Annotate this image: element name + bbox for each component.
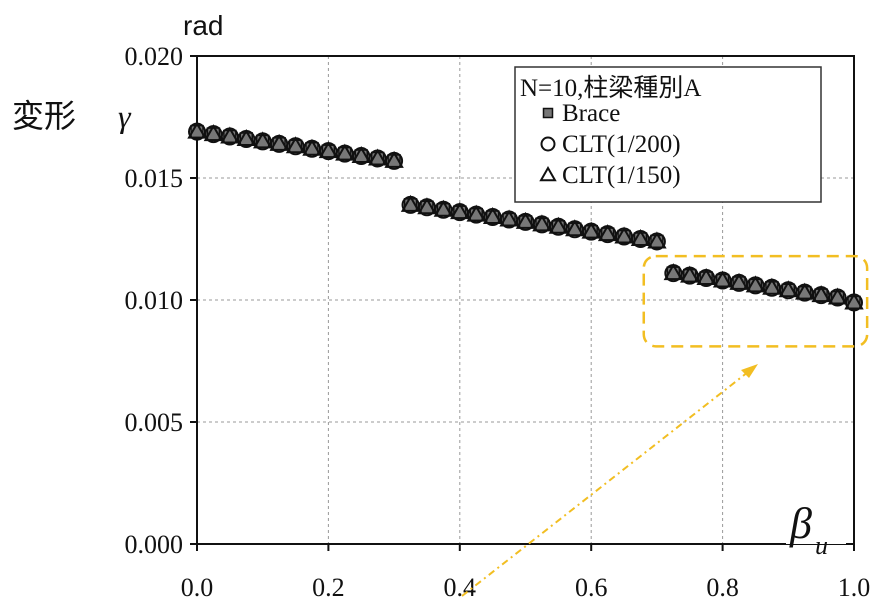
data-point-triangle: [548, 216, 569, 234]
x-tick-label: 0.6: [575, 573, 608, 602]
data-point-triangle: [827, 287, 848, 305]
legend: N=10,柱梁種別A Brace CLT(1/200) CLT(1/150): [514, 66, 822, 203]
data-point-triangle: [318, 141, 339, 159]
data-point-triangle: [203, 124, 224, 142]
data-point-triangle: [285, 136, 306, 154]
data-point-triangle: [269, 133, 289, 151]
x-tick-label: 0.0: [181, 573, 214, 602]
legend-items: Brace CLT(1/200) CLT(1/150): [539, 100, 681, 189]
x-axis-subscript: u: [815, 531, 828, 560]
data-point-triangle: [811, 285, 831, 303]
x-tick-label: 0.2: [312, 573, 345, 602]
legend-item: Brace: [542, 100, 620, 127]
y-tick-labels: 0.000 0.005 0.010 0.015 0.020: [125, 42, 197, 559]
data-point-triangle: [433, 199, 454, 217]
legend-item: CLT(1/150): [539, 162, 681, 189]
annotation-arrow: [461, 371, 749, 597]
data-point-triangle: [614, 226, 634, 244]
data-points: [187, 121, 864, 312]
legend-marker-square: [542, 107, 554, 119]
data-point-triangle: [778, 280, 799, 298]
y-axis-label: 変形: [12, 97, 76, 135]
legend-marker-triangle: [539, 165, 557, 182]
data-point-triangle: [795, 282, 815, 300]
highlight-box: [642, 254, 869, 348]
highlight-region: [642, 254, 869, 348]
data-point-triangle: [844, 292, 864, 310]
x-tick-label: 1.0: [838, 573, 871, 602]
annotation-arrowhead: [741, 364, 758, 378]
legend-item: CLT(1/200): [540, 131, 681, 158]
data-point-triangle: [302, 138, 322, 156]
data-point-triangle: [762, 277, 782, 295]
series-triangle: [187, 121, 864, 310]
x-axis-symbol: β: [789, 499, 812, 548]
data-point-triangle: [367, 148, 388, 166]
y-tick-label: 0.000: [125, 530, 184, 559]
data-point-triangle: [335, 143, 355, 161]
data-point-triangle: [597, 224, 618, 242]
y-axis-symbol: γ: [118, 98, 132, 134]
y-tick-label: 0.010: [125, 286, 184, 315]
data-point-triangle: [647, 231, 667, 249]
legend-marker-circle: [540, 136, 556, 152]
data-point-triangle: [630, 228, 651, 246]
data-point-triangle: [220, 126, 240, 144]
y-tick-label: 0.005: [125, 408, 184, 437]
data-point-triangle: [745, 275, 766, 293]
data-point-triangle: [384, 150, 404, 168]
data-point-triangle: [252, 131, 273, 149]
x-label-background: [786, 500, 846, 544]
x-tick-label: 0.8: [706, 573, 739, 602]
legend-label: CLT(1/200): [562, 131, 681, 158]
legend-label: CLT(1/150): [562, 162, 681, 189]
data-point-triangle: [351, 146, 371, 164]
data-point-triangle: [236, 128, 256, 146]
data-point-triangle: [696, 268, 716, 286]
data-point-triangle: [680, 265, 700, 283]
data-point-triangle: [450, 202, 470, 220]
data-point-triangle: [400, 194, 421, 212]
legend-title: N=10,柱梁種別A: [520, 74, 701, 102]
data-point-triangle: [482, 207, 503, 225]
x-tick-label: 0.4: [444, 573, 477, 602]
y-unit-label: rad: [183, 10, 223, 41]
data-point-triangle: [532, 214, 552, 232]
data-point-triangle: [466, 204, 486, 222]
legend-label: Brace: [562, 100, 620, 127]
data-point-triangle: [663, 263, 684, 281]
data-point-triangle: [729, 272, 749, 290]
data-point-triangle: [417, 197, 437, 215]
data-point-triangle: [499, 209, 519, 227]
y-tick-label: 0.020: [125, 42, 184, 71]
y-tick-label: 0.015: [125, 164, 184, 193]
data-point-triangle: [565, 219, 585, 237]
data-point-triangle: [581, 221, 601, 239]
x-tick-labels: 0.0 0.2 0.4 0.6 0.8 1.0: [181, 544, 871, 602]
legend-frame: [514, 66, 822, 203]
data-point-triangle: [515, 211, 536, 229]
data-point-triangle: [187, 121, 207, 139]
data-point-triangle: [712, 270, 733, 288]
